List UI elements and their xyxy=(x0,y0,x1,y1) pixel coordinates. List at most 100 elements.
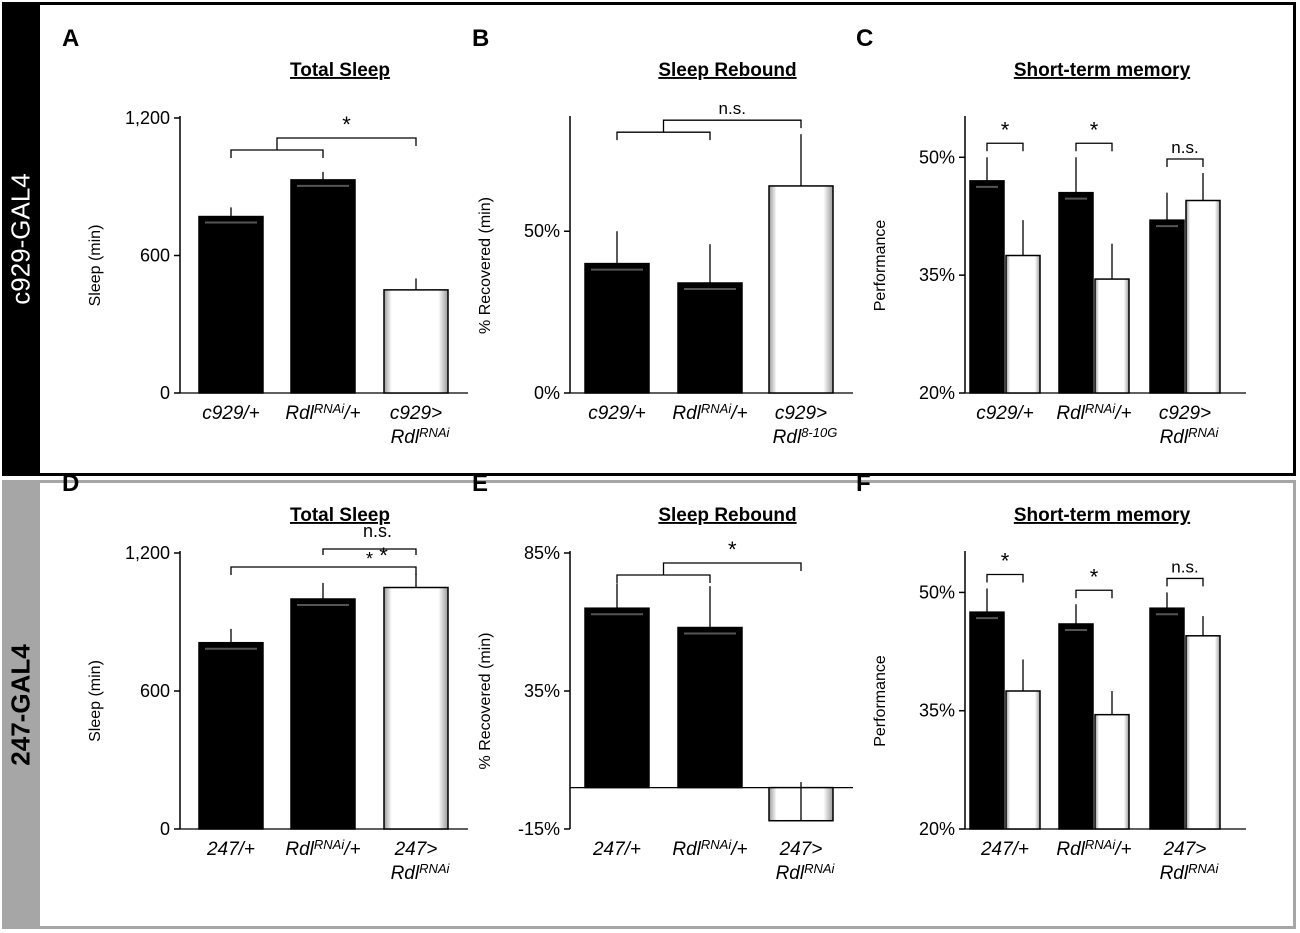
y-tick-label-a-1: 600 xyxy=(140,246,170,266)
y-axis-label-a: Sleep (min) xyxy=(87,225,104,307)
panel-f: F Short-term memory Performance 20% 35% 50% 24… xyxy=(856,470,1246,884)
x-tick-label-e-0: 247/+ xyxy=(592,839,641,860)
bar-c-0-1 xyxy=(1059,193,1093,393)
bar-b-0-0 xyxy=(585,264,649,393)
bar-d-0-0 xyxy=(199,643,263,829)
panel-letter-d: D xyxy=(62,470,79,497)
y-tick-label-f-1: 35% xyxy=(919,701,955,721)
y-tick-label-d-1: 600 xyxy=(140,681,170,701)
bar-a-0-0 xyxy=(199,217,263,393)
x-tick-label-c-2: c929> xyxy=(1159,403,1211,424)
bar-a-0-1 xyxy=(291,180,355,393)
sig-bracket-a-0 xyxy=(277,138,416,150)
panel-d: D Total Sleep Sleep (min) 0 600 1,200 247/+ Rdl… xyxy=(62,470,468,884)
panel-letter-f: F xyxy=(856,470,871,497)
sig-bracket-f-2 xyxy=(1167,578,1203,586)
panel-c: CShort-term memoryPerformance20%35%50%c9… xyxy=(856,25,1246,448)
sig-bracket-d-0 xyxy=(231,567,416,575)
x-tick-label-f-2: 247> xyxy=(1163,839,1207,860)
bar-c-1-0 xyxy=(1006,256,1040,394)
y-tick-label-f-2: 50% xyxy=(919,582,955,602)
sig-subbracket-e-0 xyxy=(617,575,710,583)
x-tick-label-e-2: 247> xyxy=(779,839,823,860)
y-tick-label-d-2: 1,200 xyxy=(125,543,170,563)
y-axis-label-d: Sleep (min) xyxy=(87,660,104,742)
x-tick-label-d-2: 247> xyxy=(394,839,438,860)
bar-e-0-0 xyxy=(585,608,649,787)
bar-c-1-1 xyxy=(1095,279,1129,393)
y-tick-label-a-0: 0 xyxy=(160,383,170,403)
sig-bracket-c-2 xyxy=(1167,159,1203,167)
x-tick-label-line2-b-2: Rdl8-10G xyxy=(773,425,838,448)
bar-b-0-2 xyxy=(769,186,833,393)
bar-f-0-2 xyxy=(1150,608,1184,829)
panel-e: E Sleep Rebound % Recovered (min) -15% 35% 85… xyxy=(472,470,853,884)
x-tick-label-line2-a-2: RdlRNAi xyxy=(391,425,451,448)
sig-label-f-0: * xyxy=(1001,548,1010,573)
x-tick-label-f-1: RdlRNAi/+ xyxy=(1056,837,1131,860)
sig-label-b-0: n.s. xyxy=(719,99,746,118)
x-tick-label-c-0: c929/+ xyxy=(976,403,1034,424)
sig-label-f-2: n.s. xyxy=(1171,557,1198,576)
x-tick-label-b-0: c929/+ xyxy=(588,403,646,424)
x-tick-label-a-2: c929> xyxy=(390,403,442,424)
y-tick-label-b-0: 0% xyxy=(534,383,560,403)
bar-e-0-1 xyxy=(678,628,742,788)
sig-label-d-0: * xyxy=(379,543,388,568)
bar-d-0-1 xyxy=(291,599,355,829)
sig-label-a-0: * xyxy=(342,112,351,137)
y-tick-label-e-1: 35% xyxy=(524,681,560,701)
x-tick-label-f-0: 247/+ xyxy=(980,839,1029,860)
x-tick-label-a-1: RdlRNAi/+ xyxy=(285,401,360,424)
chart-title-f: Short-term memory xyxy=(1014,505,1191,526)
bar-c-0-2 xyxy=(1150,220,1184,393)
y-axis-label-e: % Recovered (min) xyxy=(477,633,494,770)
x-tick-label-d-0: 247/+ xyxy=(206,839,255,860)
bar-f-0-0 xyxy=(970,612,1004,829)
y-tick-label-b-1: 50% xyxy=(524,221,560,241)
bar-c-1-2 xyxy=(1186,201,1220,394)
y-tick-label-f-0: 20% xyxy=(919,819,955,839)
panel-letter-e: E xyxy=(472,470,488,497)
y-tick-label-c-1: 35% xyxy=(919,265,955,285)
y-tick-label-e-2: 85% xyxy=(524,543,560,563)
x-tick-label-line2-c-2: RdlRNAi xyxy=(1160,425,1220,448)
y-tick-label-a-2: 1,200 xyxy=(125,108,170,128)
bar-f-1-1 xyxy=(1095,715,1129,829)
sig-bracket-c-1 xyxy=(1076,143,1112,151)
panel-b: BSleep Rebound% Recovered (min)0%50%c929… xyxy=(472,25,853,448)
bar-c-0-0 xyxy=(970,181,1004,393)
sig-bracket-f-1 xyxy=(1076,590,1112,598)
sig-label-d-2: n.s. xyxy=(363,521,392,541)
bar-f-0-1 xyxy=(1059,624,1093,829)
sig-label-c-1: * xyxy=(1090,117,1099,142)
sig-label-c-0: * xyxy=(1001,117,1010,142)
sig-bracket-f-0 xyxy=(987,574,1023,582)
bar-d-0-2 xyxy=(384,588,448,830)
sig-subbracket-a-0 xyxy=(231,150,323,158)
bar-b-0-1 xyxy=(678,283,742,393)
y-axis-label-c: Performance xyxy=(872,220,889,312)
panel-letter-a: A xyxy=(62,25,79,52)
y-tick-label-e-0: -15% xyxy=(518,819,560,839)
x-tick-label-line2-e-2: RdlRNAi xyxy=(776,861,836,884)
bar-f-1-2 xyxy=(1186,636,1220,829)
sig-label-e-0: * xyxy=(728,537,737,562)
y-axis-label-b: % Recovered (min) xyxy=(477,197,494,334)
sig-subbracket-b-0 xyxy=(617,132,710,140)
x-tick-label-line2-d-2: RdlRNAi xyxy=(391,861,451,884)
x-tick-label-e-1: RdlRNAi/+ xyxy=(672,837,747,860)
x-tick-label-b-2: c929> xyxy=(775,403,827,424)
sig-bracket-b-0 xyxy=(664,120,802,132)
x-tick-label-c-1: RdlRNAi/+ xyxy=(1056,401,1131,424)
chart-title-a: Total Sleep xyxy=(290,60,390,81)
y-tick-label-d-0: 0 xyxy=(160,819,170,839)
bar-a-0-2 xyxy=(384,290,448,393)
x-tick-label-a-0: c929/+ xyxy=(202,403,260,424)
sig-bracket-e-0 xyxy=(664,563,802,575)
sig-label-d-1: * xyxy=(366,549,373,569)
y-tick-label-c-2: 50% xyxy=(919,147,955,167)
panel-a: A Total Sleep Sleep (min) 0 600 1,200 c929/+ Rd… xyxy=(62,25,468,448)
figure-canvas: A Total Sleep Sleep (min) 0 600 1,200 c929/+ Rd… xyxy=(0,0,1300,933)
y-tick-label-c-0: 20% xyxy=(919,383,955,403)
